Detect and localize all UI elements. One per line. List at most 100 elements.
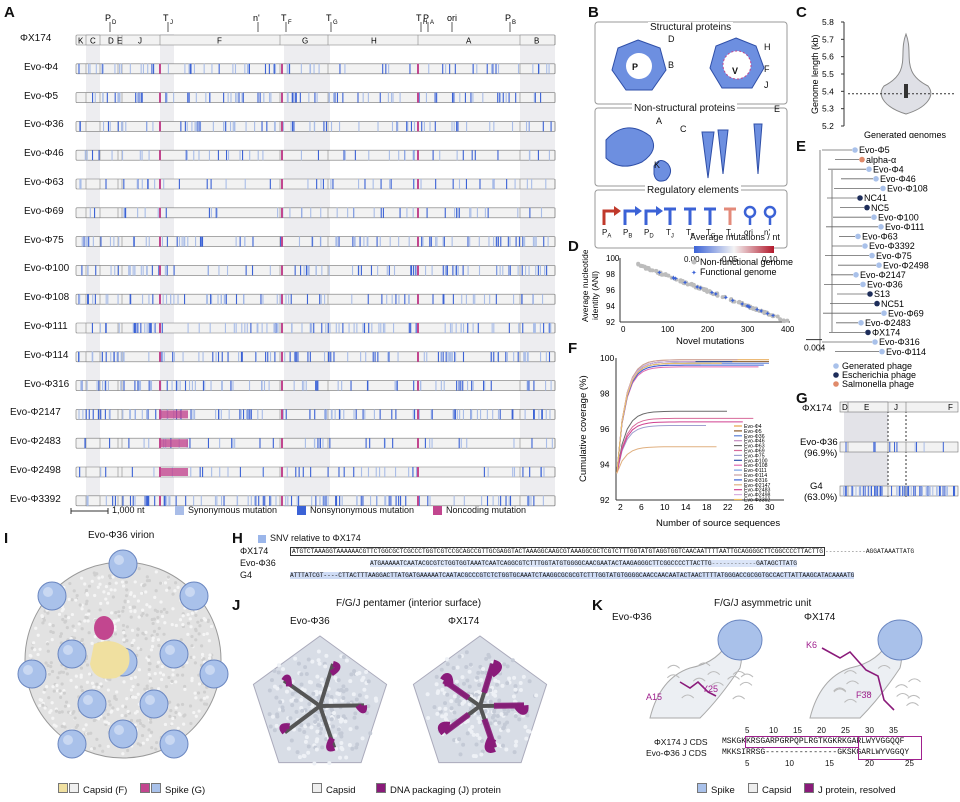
svg-text:Non-functional genome: Non-functional genome (700, 257, 793, 267)
genome-track-9 (75, 293, 556, 305)
svg-text:Evo-Φ5: Evo-Φ5 (744, 429, 762, 435)
svg-text:Evo-Φ36: Evo-Φ36 (744, 434, 765, 440)
svg-text:J: J (170, 20, 173, 26)
cds-bot-tick-0: 5 (745, 759, 750, 768)
svg-text:ori: ori (447, 13, 457, 23)
svg-text:Evo-Φ3392: Evo-Φ3392 (744, 498, 770, 504)
seq-phix174: ATGTCTAAAGGTAAAAAACGTTCTGGCGCTCGCCCTGGTC… (290, 547, 915, 556)
svg-text:5.4: 5.4 (822, 86, 834, 96)
svg-text:✦: ✦ (671, 274, 677, 282)
svg-text:Evo-Φ36: Evo-Φ36 (800, 437, 838, 448)
gene-label-C: C (90, 37, 96, 46)
coverage-line-6 (616, 425, 706, 474)
svg-text:Escherichia phage: Escherichia phage (842, 370, 916, 380)
tip-label-2: Evo-Φ4 (873, 164, 904, 174)
svg-text:P: P (505, 13, 511, 23)
svg-text:400: 400 (781, 325, 795, 334)
coverage-line-13 (616, 421, 743, 474)
cds-top-tick-2: 15 (793, 726, 802, 735)
tip-label-15: S13 (874, 289, 890, 299)
panel-label-b: B (588, 4, 599, 21)
svg-text:✦: ✦ (770, 312, 776, 320)
scale-bar-text: 1,000 nt (112, 505, 145, 515)
row-label-9: Evo-Φ111 (24, 321, 68, 332)
tip-dot-18 (858, 320, 864, 326)
svg-text:6: 6 (639, 502, 644, 512)
svg-text:Cumulative coverage (%): Cumulative coverage (%) (578, 375, 589, 482)
svg-text:26: 26 (744, 502, 754, 512)
tip-label-17: Evo-Φ69 (888, 308, 924, 318)
svg-text:✦: ✦ (709, 289, 715, 297)
genome-track-12 (75, 380, 556, 391)
svg-text:Salmonella phage: Salmonella phage (842, 379, 914, 389)
svg-text:2: 2 (618, 502, 623, 512)
svg-text:94: 94 (600, 460, 610, 470)
coverage-line-14 (616, 361, 696, 474)
svg-text:0: 0 (621, 325, 626, 334)
genome-track-11 (75, 351, 556, 363)
tip-label-5: NC41 (864, 193, 887, 203)
tip-dot-7 (871, 214, 877, 220)
protein-c-icon (701, 131, 715, 179)
genome-track-16 (75, 495, 556, 507)
cds1-label: ΦX174 J CDS (654, 737, 708, 747)
marker-7: ori (447, 13, 457, 32)
svg-text:Functional genome: Functional genome (700, 267, 777, 277)
row-label-2: Evo-Φ36 (24, 119, 64, 131)
svg-text:Evo-Φ75: Evo-Φ75 (744, 453, 765, 459)
tip-dot-6 (864, 204, 870, 211)
g4-comparison: D E J F ΦX174 Evo-Φ36(96.9%) G4(63.0%) (800, 401, 959, 503)
svg-text:100: 100 (606, 254, 620, 263)
spike-hexamer-icon (709, 37, 765, 89)
svg-text:Evo-Φ46: Evo-Φ46 (744, 439, 765, 445)
row-label-15: Evo-Φ3392 (10, 493, 61, 505)
capsid-highlight (90, 641, 130, 679)
gene-label-F: F (217, 37, 222, 46)
coverage-line-8 (616, 366, 759, 474)
struct-label-H: H (764, 42, 771, 52)
panel-label-i: I (4, 530, 9, 547)
struct-label-B: B (668, 60, 675, 70)
legend-noncoding: Noncoding mutation (433, 505, 526, 516)
svg-text:✦: ✦ (765, 310, 771, 318)
tip-dot-1 (859, 156, 865, 163)
svg-text:G4: G4 (810, 481, 823, 492)
gene-label-K: K (78, 37, 84, 46)
protein-e-icon (753, 123, 763, 175)
coverage-line-12 (616, 446, 717, 474)
coverage-line-5 (616, 417, 754, 474)
svg-text:✦: ✦ (745, 303, 751, 311)
nonstruct-label-C: C (680, 124, 687, 134)
asym-evo36 (649, 619, 763, 719)
structural-proteins-title: Structural proteins (648, 22, 734, 33)
svg-text:✦: ✦ (691, 269, 697, 277)
nonstruct-label-E: E (774, 104, 781, 114)
panel-label-c: C (796, 4, 807, 21)
genome-track-10 (75, 322, 556, 334)
row-label-5: Evo-Φ69 (24, 205, 64, 217)
cds-top-tick-6: 35 (889, 726, 898, 735)
legend-capsid-f: Capsid (F) (58, 783, 127, 796)
svg-text:✦: ✦ (673, 275, 679, 283)
tip-dot-14 (860, 281, 866, 288)
svg-text:Evo-Φ4: Evo-Φ4 (744, 424, 762, 430)
cds-top-tick-4: 25 (841, 726, 850, 735)
svg-text:ΦX174: ΦX174 (802, 403, 832, 414)
svg-text:✦: ✦ (682, 279, 688, 287)
svg-text:✦: ✦ (670, 274, 676, 282)
asym-unit-title: F/G/J asymmetric unit (714, 598, 812, 609)
panel-label-g: G (796, 390, 808, 407)
tip-label-16: NC51 (881, 299, 904, 309)
snv-legend: SNV relative to ΦX174 (258, 533, 361, 543)
tip-dot-15 (867, 291, 873, 297)
tip-dot-5 (857, 195, 863, 201)
row-label-4: Evo-Φ63 (24, 177, 64, 188)
svg-text:✦: ✦ (730, 297, 736, 305)
coverage-line-11 (616, 364, 764, 474)
spike-highlight (94, 616, 114, 640)
